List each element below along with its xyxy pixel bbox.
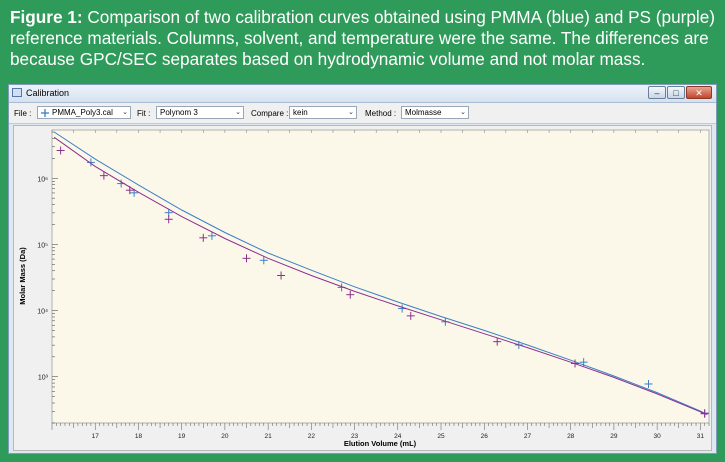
- data-point-ps: [99, 171, 108, 180]
- plus-icon: [41, 109, 49, 117]
- data-point-ps: [700, 409, 709, 418]
- x-tick-label: 21: [265, 433, 273, 440]
- fit-label: Fit :: [137, 109, 151, 118]
- minimize-button[interactable]: –: [648, 86, 666, 99]
- data-point-ps: [125, 186, 134, 195]
- toolbar: File : PMMA_Poly3.cal ⌄ Fit : Polynom 3 …: [9, 103, 716, 124]
- x-tick-label: 31: [697, 433, 705, 440]
- compare-value: kein: [293, 108, 308, 117]
- compare-select[interactable]: kein ⌄: [289, 106, 357, 119]
- caption-label: Figure 1:: [10, 7, 83, 27]
- x-tick-label: 18: [135, 433, 143, 440]
- data-point-ps: [277, 271, 286, 280]
- data-point-ps: [406, 311, 415, 320]
- x-axis-label: Elution Volume (mL): [344, 439, 417, 448]
- x-tick-label: 22: [308, 433, 316, 440]
- x-tick-label: 27: [524, 433, 532, 440]
- x-tick-label: 28: [567, 433, 575, 440]
- series-layer: [53, 131, 709, 418]
- title-bar[interactable]: Calibration – □ ✕: [9, 85, 716, 103]
- x-axis: 17 18 19 20 21 22 23 24 25 26 27 28 29 30 31: [51, 130, 710, 440]
- fit-value: Polynom 3: [160, 108, 198, 117]
- data-point-ps: [56, 146, 65, 155]
- y-tick-label: 10³: [38, 375, 49, 382]
- app-icon: [12, 88, 22, 97]
- file-value: PMMA_Poly3.cal: [52, 108, 113, 117]
- y-axis: 10³ 10⁴ 10⁵ 10⁶: [37, 131, 58, 424]
- data-point-ps: [493, 337, 502, 346]
- x-tick-label: 24: [394, 433, 402, 440]
- x-tick-label: 23: [351, 433, 359, 440]
- x-tick-label: 30: [654, 433, 662, 440]
- chevron-down-icon: ⌄: [122, 109, 128, 116]
- y-axis-label: Molar Mass (Da): [18, 247, 27, 305]
- data-point-ps: [164, 215, 173, 224]
- data-point-pmma: [644, 379, 653, 388]
- x-tick-label: 25: [437, 433, 445, 440]
- x-tick-label: 17: [92, 433, 100, 440]
- series-line-pmma: [53, 131, 708, 415]
- method-select[interactable]: Molmasse ⌄: [401, 106, 469, 119]
- y-tick-label: 10⁵: [37, 242, 48, 249]
- y-tick-label: 10⁴: [37, 309, 48, 316]
- plot-frame: 10³ 10⁴ 10⁵ 10⁶ 17 18 19 20 21 22 23 24 25 26 27 28 29 3…: [13, 125, 712, 451]
- data-point-ps: [199, 233, 208, 242]
- data-point-ps: [242, 254, 251, 263]
- data-point-ps: [346, 290, 355, 299]
- x-tick-label: 20: [221, 433, 229, 440]
- compare-label: Compare :: [251, 109, 289, 118]
- x-tick-label: 19: [178, 433, 186, 440]
- data-point-pmma: [259, 256, 268, 265]
- window-title: Calibration: [26, 88, 70, 98]
- maximize-button[interactable]: □: [667, 86, 685, 99]
- series-line-ps: [53, 136, 707, 415]
- chevron-down-icon: ⌄: [348, 109, 354, 116]
- close-button[interactable]: ✕: [686, 86, 712, 99]
- calibration-chart[interactable]: 10³ 10⁴ 10⁵ 10⁶ 17 18 19 20 21 22 23 24 25 26 27 28 29 3…: [14, 126, 711, 450]
- method-value: Molmasse: [405, 108, 442, 117]
- file-select[interactable]: PMMA_Poly3.cal ⌄: [37, 106, 131, 119]
- figure-caption: Figure 1: Comparison of two calibration …: [0, 0, 725, 84]
- calibration-window: Calibration – □ ✕ File : PMMA_Poly3.cal …: [8, 84, 717, 454]
- data-point-pmma: [86, 158, 95, 167]
- chevron-down-icon: ⌄: [460, 109, 466, 116]
- x-tick-label: 26: [481, 433, 489, 440]
- plot-area: [51, 129, 710, 424]
- chevron-down-icon: ⌄: [235, 109, 241, 116]
- caption-text: Comparison of two calibration curves obt…: [10, 7, 716, 69]
- method-label: Method :: [365, 109, 397, 118]
- data-point-ps: [571, 359, 580, 368]
- data-point-pmma: [579, 358, 588, 367]
- data-point-pmma: [207, 231, 216, 240]
- file-label: File :: [14, 109, 32, 118]
- fit-select[interactable]: Polynom 3 ⌄: [156, 106, 244, 119]
- x-tick-label: 29: [610, 433, 618, 440]
- y-tick-label: 10⁶: [37, 176, 48, 183]
- window-controls: – □ ✕: [648, 86, 712, 99]
